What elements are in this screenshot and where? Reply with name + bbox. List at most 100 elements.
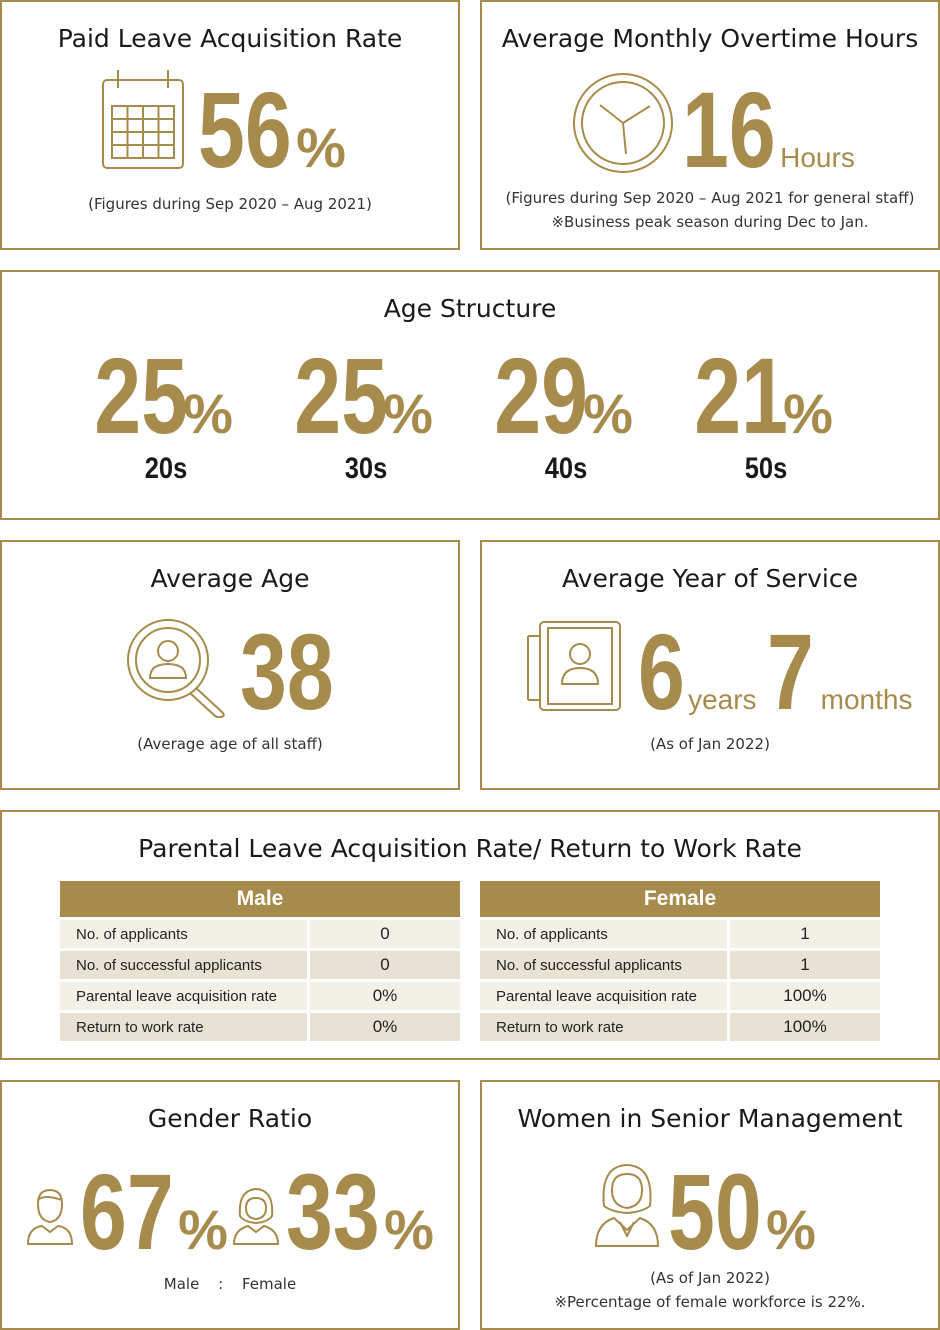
female-ratio-group: 33%	[286, 1158, 456, 1266]
parental-leave-title: Parental Leave Acquisition Rate/ Return …	[138, 834, 802, 863]
average-age-card: Average Age 38 (Average age of all staff…	[0, 540, 460, 790]
calendar-icon	[102, 70, 184, 169]
table-row: No. of applicants 1	[480, 920, 880, 948]
women-management-note-1: (As of Jan 2022)	[650, 1269, 770, 1287]
service-note: (As of Jan 2022)	[650, 735, 770, 753]
row-label: No. of successful applicants	[480, 951, 730, 979]
male-ratio-value: 67	[80, 1151, 174, 1272]
row-label: Return to work rate	[60, 1013, 310, 1041]
overtime-note-1: (Figures during Sep 2020 – Aug 2021 for …	[505, 189, 915, 207]
age-unit: %	[383, 382, 433, 445]
service-months-unit: months	[820, 684, 913, 715]
female-ratio-unit: %	[384, 1198, 434, 1261]
row-value: 0	[310, 920, 460, 948]
profile-book-icon	[527, 621, 621, 711]
age-label: 50s	[744, 452, 788, 485]
table-row: Parental leave acquisition rate 0%	[60, 982, 460, 1010]
table-row: No. of successful applicants 0	[60, 951, 460, 979]
table-row: Parental leave acquisition rate 100%	[480, 982, 880, 1010]
service-value-group: 6 years7 months	[638, 618, 918, 726]
paid-leave-value-group: 56%	[198, 76, 368, 184]
row-value: 100%	[730, 982, 880, 1010]
table-row: No. of successful applicants 1	[480, 951, 880, 979]
women-management-card: Women in Senior Management 50% (As of Ja…	[480, 1080, 940, 1330]
woman-icon	[232, 1187, 280, 1245]
male-header: Male	[60, 881, 460, 917]
paid-leave-card: Paid Leave Acquisition Rate 56% (Figures…	[0, 0, 460, 250]
service-title: Average Year of Service	[562, 564, 858, 593]
age-unit: %	[783, 382, 833, 445]
age-value: 25	[294, 335, 388, 456]
gender-ratio-title: Gender Ratio	[147, 1104, 313, 1133]
age-unit: %	[183, 382, 233, 445]
women-management-note-2: ※Percentage of female workforce is 22%.	[554, 1293, 866, 1311]
overtime-title: Average Monthly Overtime Hours	[501, 24, 919, 53]
age-label: 40s	[544, 452, 588, 485]
women-management-value-group: 50%	[668, 1158, 838, 1266]
age-group-20s: 25% 20s	[66, 342, 266, 486]
row-value: 1	[730, 951, 880, 979]
clock-icon	[573, 73, 673, 173]
row-label: Return to work rate	[480, 1013, 730, 1041]
row-label: No. of successful applicants	[60, 951, 310, 979]
average-age-note: (Average age of all staff)	[137, 735, 323, 753]
businesswoman-icon	[594, 1163, 660, 1247]
male-label: Male	[163, 1275, 200, 1293]
average-age-value: 38	[240, 611, 334, 732]
age-structure-card: Age Structure 25% 20s 25% 30s 29% 40s 21…	[0, 270, 940, 520]
age-value: 25	[94, 335, 188, 456]
age-value: 29	[494, 335, 588, 456]
row-value: 1	[730, 920, 880, 948]
service-card: Average Year of Service 6 years7 months (A…	[480, 540, 940, 790]
overtime-value: 16	[682, 69, 776, 190]
overtime-card: Average Monthly Overtime Hours 16 Hours (…	[480, 0, 940, 250]
row-label: No. of applicants	[60, 920, 310, 948]
male-ratio-unit: %	[178, 1198, 228, 1261]
row-value: 0%	[310, 1013, 460, 1041]
gender-ratio-card: Gender Ratio 67% 33% Male : Female	[0, 1080, 460, 1330]
age-group-50s: 21% 50s	[666, 342, 866, 486]
row-label: No. of applicants	[480, 920, 730, 948]
paid-leave-value: 56	[198, 69, 292, 190]
man-icon	[26, 1188, 74, 1245]
women-management-value: 50	[668, 1151, 762, 1272]
age-value: 21	[694, 335, 788, 456]
table-row: Return to work rate 100%	[480, 1013, 880, 1041]
row-value: 100%	[730, 1013, 880, 1041]
service-years-unit: years	[688, 684, 757, 715]
age-label: 30s	[344, 452, 388, 485]
table-row: Return to work rate 0%	[60, 1013, 460, 1041]
gender-separator: :	[218, 1275, 224, 1293]
female-header: Female	[480, 881, 880, 917]
women-management-unit: %	[766, 1198, 816, 1261]
overtime-note-2: ※Business peak season during Dec to Jan.	[551, 213, 869, 231]
gender-legend: Male : Female	[2, 1272, 458, 1296]
row-value: 0	[310, 951, 460, 979]
average-age-value-group: 38	[240, 618, 360, 726]
paid-leave-note: (Figures during Sep 2020 – Aug 2021)	[88, 195, 372, 213]
female-label: Female	[241, 1275, 297, 1293]
age-label: 20s	[144, 452, 188, 485]
age-unit: %	[583, 382, 633, 445]
table-row: No. of applicants 0	[60, 920, 460, 948]
female-table: Female No. of applicants 1 No. of success…	[480, 878, 880, 1044]
service-months-value: 7	[766, 611, 814, 732]
male-table: Male No. of applicants 0 No. of successfu…	[60, 878, 460, 1044]
row-label: Parental leave acquisition rate	[480, 982, 730, 1010]
overtime-value-group: 16 Hours	[682, 76, 877, 184]
age-group-30s: 25% 30s	[266, 342, 466, 486]
row-label: Parental leave acquisition rate	[60, 982, 310, 1010]
male-ratio-group: 67%	[80, 1158, 250, 1266]
magnifier-person-icon	[127, 619, 225, 718]
paid-leave-unit: %	[296, 116, 346, 179]
women-management-title: Women in Senior Management	[517, 1104, 903, 1133]
parental-leave-card: Parental Leave Acquisition Rate/ Return …	[0, 810, 940, 1060]
paid-leave-title: Paid Leave Acquisition Rate	[57, 24, 403, 53]
row-value: 0%	[310, 982, 460, 1010]
age-structure-title: Age Structure	[383, 294, 557, 323]
service-years-value: 6	[638, 611, 685, 732]
age-group-40s: 29% 40s	[466, 342, 666, 486]
female-ratio-value: 33	[286, 1151, 380, 1272]
overtime-unit: Hours	[780, 142, 855, 173]
average-age-title: Average Age	[150, 564, 310, 593]
